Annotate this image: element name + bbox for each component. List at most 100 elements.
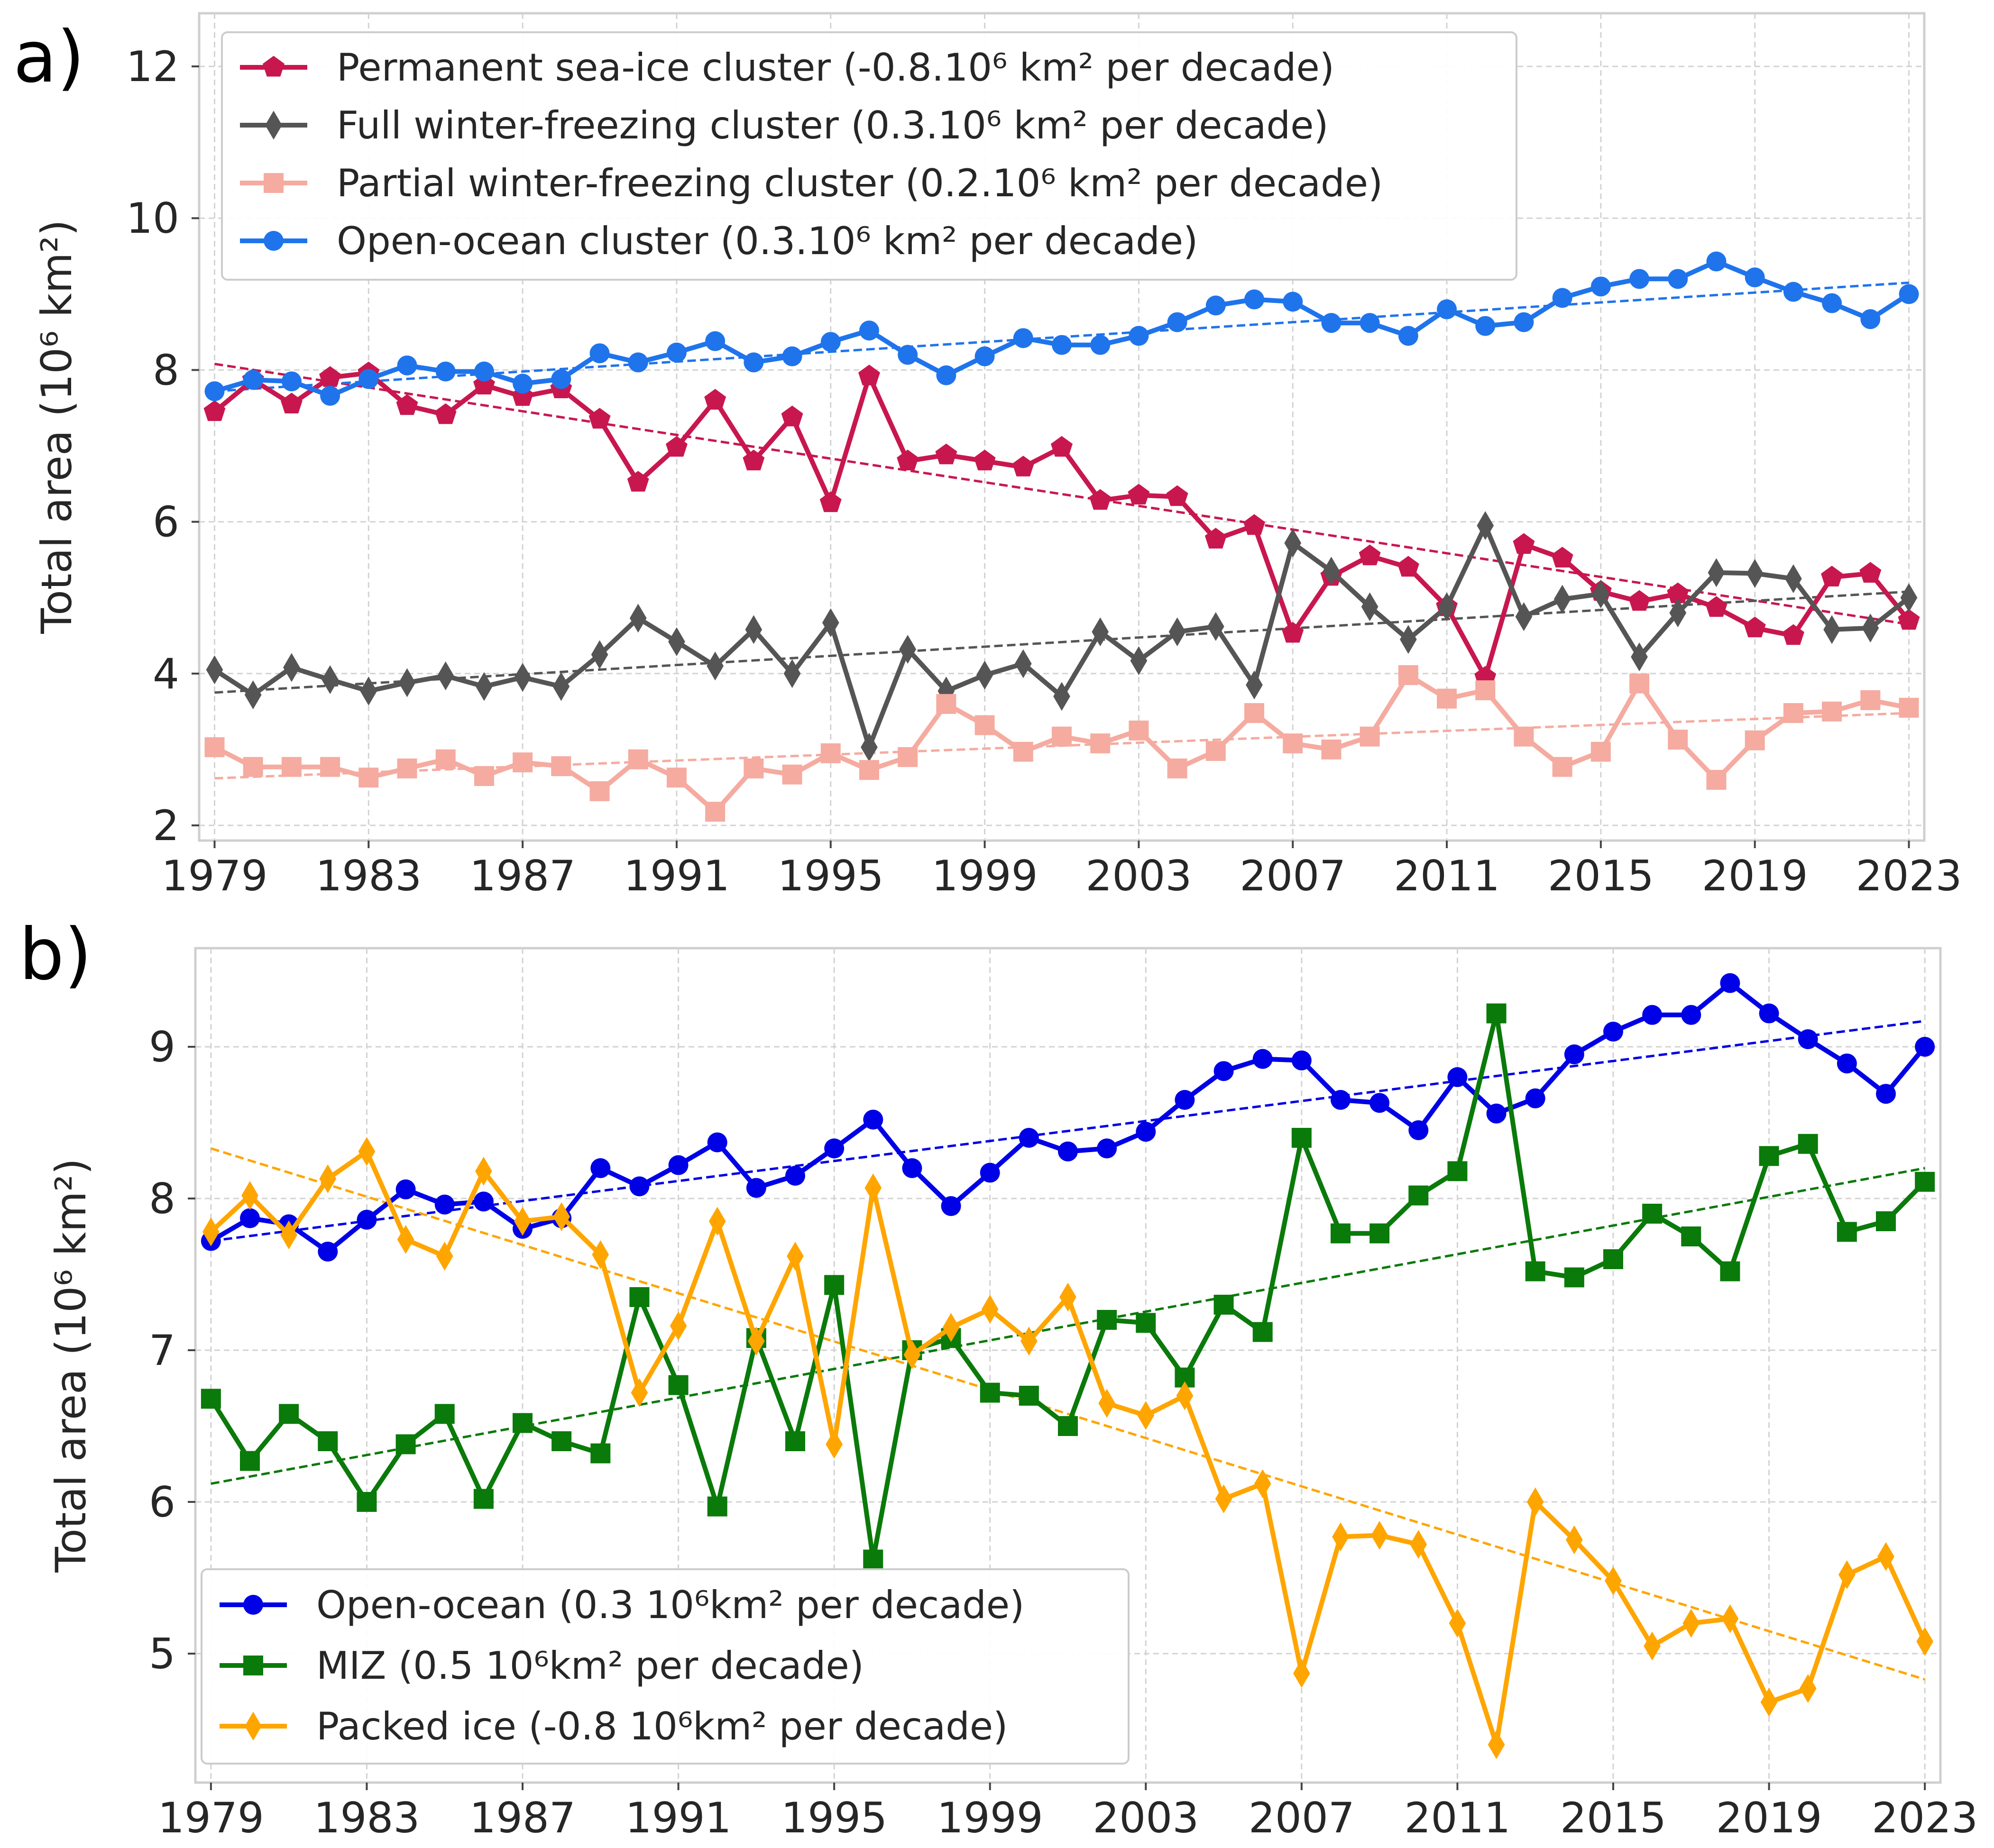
legend-item: Permanent sea-ice cluster (-0.8.10⁶ km² … [240, 46, 1334, 90]
x-tick-label: 1999 [932, 851, 1038, 900]
data-point [1475, 316, 1496, 336]
data-point [1244, 289, 1265, 310]
data-point [864, 1173, 882, 1203]
data-point [744, 758, 764, 778]
data-point [1166, 485, 1188, 506]
data-point [204, 737, 225, 758]
data-point [666, 768, 687, 788]
data-point [1408, 1185, 1429, 1206]
data-point [629, 604, 647, 633]
data-point [1705, 596, 1728, 617]
data-point [1915, 1037, 1935, 1057]
data-point [1477, 511, 1494, 540]
data-point [1668, 730, 1688, 750]
series-a [203, 251, 1920, 822]
data-point [1566, 1525, 1583, 1555]
data-point [1371, 1520, 1388, 1550]
data-point [628, 352, 648, 373]
data-point [1642, 1005, 1663, 1025]
data-point [1332, 1522, 1349, 1552]
legend-item: MIZ (0.5 10⁶km² per decade) [220, 1644, 864, 1688]
y-tick-label: 2 [153, 801, 179, 850]
x-tick-label: 2015 [1548, 851, 1654, 900]
data-point [1052, 726, 1072, 747]
legend-label: Full winter-freezing cluster (0.3.10⁶ km… [337, 103, 1329, 147]
data-point [1254, 1469, 1271, 1499]
series-4 [204, 251, 1919, 406]
data-point [1291, 1128, 1312, 1148]
data-point [589, 343, 610, 364]
legend-label: Permanent sea-ice cluster (-0.8.10⁶ km² … [337, 46, 1334, 90]
legend-marker [265, 110, 282, 140]
data-point [1089, 489, 1112, 510]
y-tick-label: 4 [153, 650, 179, 698]
y-tick-label: 12 [126, 42, 179, 91]
data-point [897, 449, 919, 471]
data-point [898, 747, 918, 767]
data-point [1513, 533, 1535, 554]
x-tick-label: 1995 [778, 851, 884, 900]
data-point [859, 320, 879, 341]
data-point [1012, 456, 1034, 476]
data-point [1244, 703, 1265, 723]
data-point [1822, 701, 1842, 722]
data-point [435, 749, 456, 769]
data-point [1744, 616, 1766, 638]
data-point [1837, 1222, 1857, 1242]
series-3 [202, 1137, 1933, 1759]
x-tick-label: 1983 [313, 1793, 420, 1842]
data-point [629, 1176, 650, 1197]
data-point [1059, 1282, 1076, 1312]
data-point [1437, 299, 1457, 320]
data-point [666, 342, 687, 363]
legend-marker [243, 1656, 263, 1675]
data-point [1205, 741, 1226, 761]
data-point [1823, 615, 1840, 644]
trend-line [211, 1147, 1925, 1681]
data-point [1014, 649, 1032, 678]
data-point [358, 1137, 376, 1166]
data-point [1899, 284, 1919, 304]
data-point [398, 668, 416, 697]
data-point [318, 1242, 338, 1262]
data-point [670, 1311, 687, 1341]
x-tick-label: 2011 [1394, 851, 1500, 900]
data-point [1321, 739, 1342, 759]
legend-label: Open-ocean (0.3 10⁶km² per decade) [316, 1583, 1024, 1627]
data-point [1860, 690, 1881, 710]
data-point [1681, 1005, 1701, 1025]
legend-marker [243, 1595, 263, 1615]
legend-item: Open-ocean cluster (0.3.10⁶ km² per deca… [240, 219, 1198, 263]
series-3 [204, 665, 1919, 822]
x-tick-label: 2007 [1240, 851, 1346, 900]
data-point [201, 1389, 221, 1409]
legend-box [201, 1568, 1130, 1765]
data-point [318, 1431, 338, 1451]
data-point [1052, 335, 1072, 355]
data-point [1551, 547, 1573, 567]
data-point [514, 1207, 531, 1236]
data-point [1898, 609, 1920, 630]
data-point [1486, 1003, 1507, 1024]
data-point [1644, 1631, 1661, 1661]
x-tick-label: 1991 [624, 851, 730, 900]
data-point [1760, 1687, 1778, 1717]
data-point [1860, 309, 1881, 329]
data-point [861, 732, 878, 762]
data-point [1746, 559, 1764, 588]
x-tick-label: 1979 [162, 851, 268, 900]
data-point [437, 661, 454, 691]
data-point [1129, 720, 1149, 741]
y-tick-label: 8 [149, 1174, 175, 1223]
data-point [1876, 1211, 1896, 1231]
data-point [1369, 1223, 1390, 1244]
data-point [1447, 1067, 1468, 1087]
data-point [782, 764, 802, 785]
data-point [1564, 1044, 1584, 1064]
legend-label: Open-ocean cluster (0.3.10⁶ km² per deca… [337, 219, 1198, 263]
data-point [206, 655, 223, 685]
trend-line [211, 1020, 1925, 1243]
data-point [748, 1327, 765, 1356]
data-point [319, 366, 341, 387]
